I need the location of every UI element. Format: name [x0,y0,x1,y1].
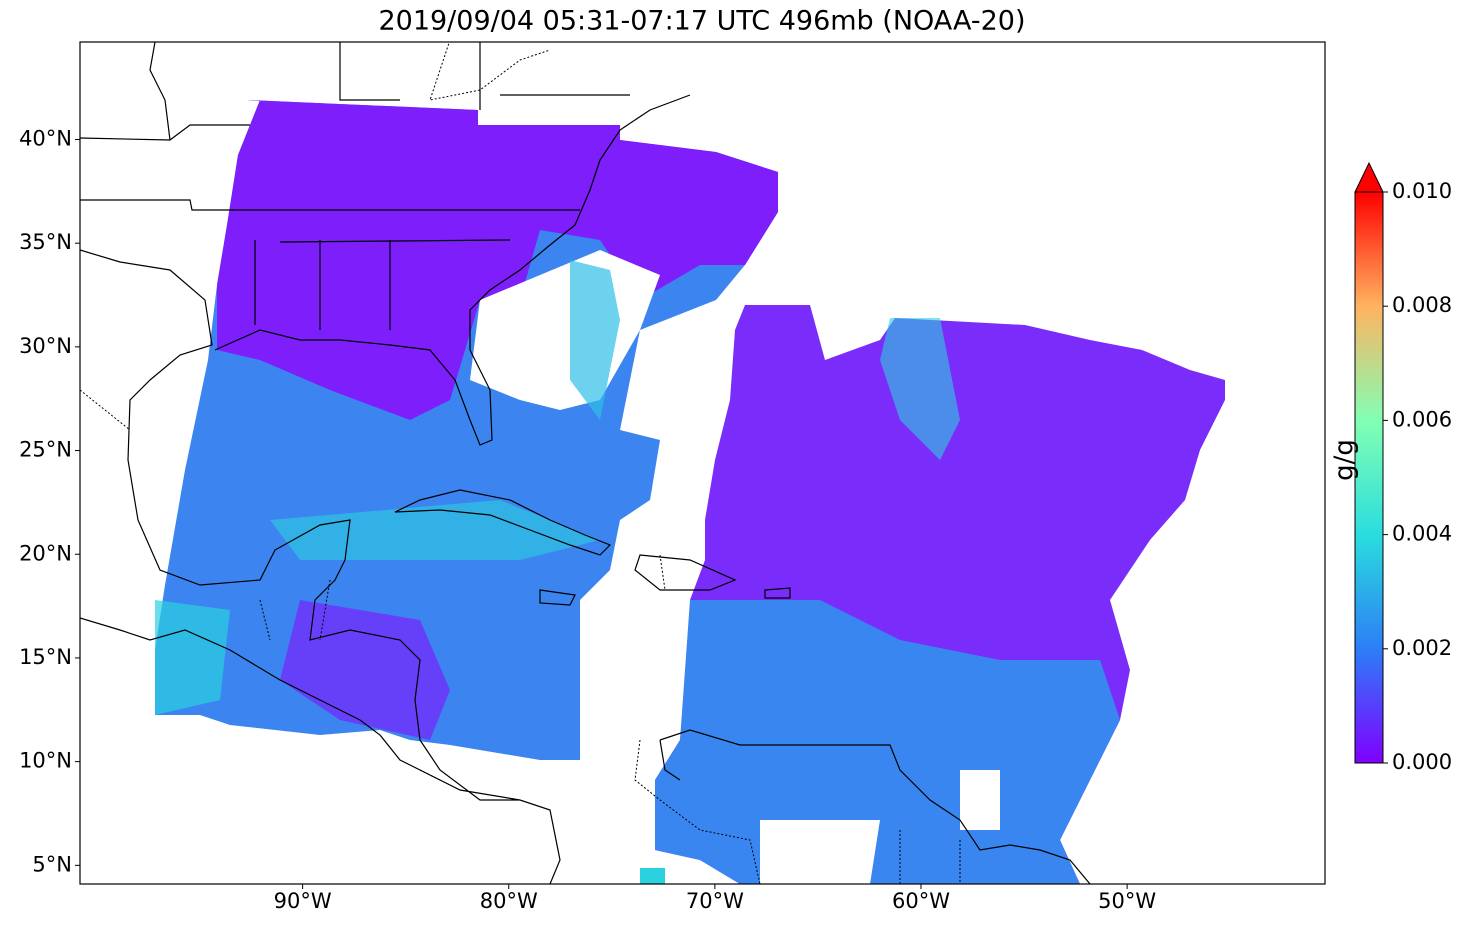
colorbar-tick-label: 0.006 [1392,407,1452,431]
field-region [640,868,665,884]
colorbar-frame [1354,191,1384,764]
colorbar-tick-label: 0.000 [1392,750,1452,774]
x-tick-label: 50°W [1098,889,1156,913]
field-region [280,600,450,740]
y-tick-label: 10°N [19,749,72,773]
gap [960,770,1000,830]
colorbar-tick-label: 0.010 [1392,179,1452,203]
map-title: 2019/09/04 05:31-07:17 UTC 496mb (NOAA-2… [378,6,1025,37]
field [80,42,1225,884]
x-tick-label: 90°W [274,889,332,913]
colorbar-label: g/g [1330,439,1360,481]
border [80,42,961,884]
y-tick-label: 5°N [32,852,72,876]
field-region [655,600,1120,884]
y-tick-label: 40°N [19,126,72,150]
x-tick-label: 60°W [892,889,950,913]
map-frame [79,41,1326,885]
colorbar [1355,192,1383,763]
colorbar-tick-label: 0.002 [1392,636,1452,660]
coastline [659,729,1091,884]
colorbar-extend [1354,161,1384,193]
gap [760,820,880,884]
field-region [155,600,230,715]
y-tick-label: 20°N [19,541,72,565]
x-tick-label: 70°W [686,889,744,913]
field-region [880,318,960,460]
coastline [394,489,612,556]
coastline [214,94,691,446]
field-region [570,260,620,420]
field-region [217,100,778,420]
coastline [539,554,791,606]
y-tick-label: 35°N [19,230,72,254]
state-border [80,42,630,330]
colorbar-tick-label: 0.004 [1392,522,1452,546]
y-tick-label: 25°N [19,438,72,462]
colorbar-tick-label: 0.008 [1392,293,1452,317]
field-region [270,500,600,560]
y-tick-label: 15°N [19,645,72,669]
y-tick-label: 30°N [19,334,72,358]
x-tick-label: 80°W [480,889,538,913]
